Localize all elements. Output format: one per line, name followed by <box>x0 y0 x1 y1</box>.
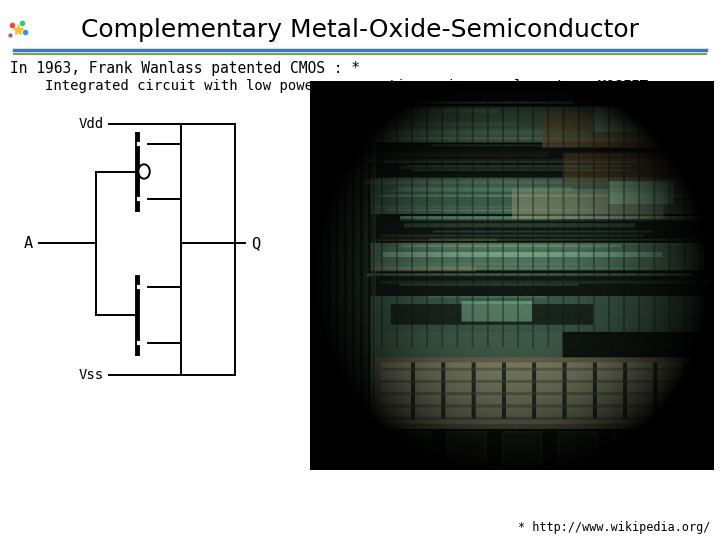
Text: Vdd: Vdd <box>78 117 104 131</box>
Text: Complementary Metal-Oxide-Semiconductor: Complementary Metal-Oxide-Semiconductor <box>81 18 639 42</box>
Circle shape <box>138 164 150 179</box>
Text: A: A <box>24 236 32 251</box>
Text: Integrated circuit with low power consumption using complementary MOSFET: Integrated circuit with low power consum… <box>45 79 648 93</box>
Text: Q: Q <box>251 236 260 251</box>
Text: * http://www.wikipedia.org/: * http://www.wikipedia.org/ <box>518 522 710 535</box>
Text: In 1963, Frank Wanlass patented CMOS : *: In 1963, Frank Wanlass patented CMOS : * <box>10 60 360 76</box>
Text: Vss: Vss <box>78 368 104 382</box>
